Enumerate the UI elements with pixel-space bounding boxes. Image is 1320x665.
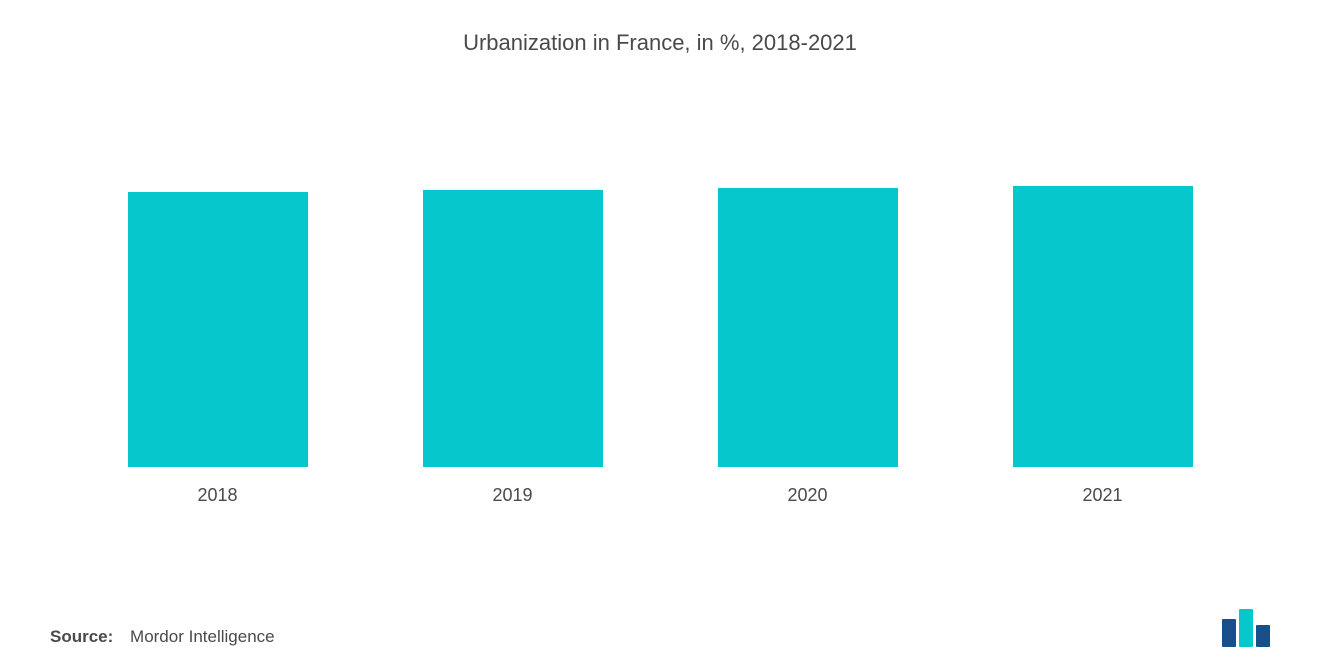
source-text: Source: Mordor Intelligence: [50, 627, 275, 647]
source-row: Source: Mordor Intelligence: [50, 609, 1270, 647]
bars-row: 2018 2019 2020 2021: [50, 76, 1270, 506]
bar-2021: [1013, 186, 1193, 467]
logo-bar-1: [1222, 619, 1236, 647]
logo-bar-3: [1256, 625, 1270, 647]
chart-container: Urbanization in France, in %, 2018-2021 …: [0, 0, 1320, 665]
bar-2019: [423, 190, 603, 467]
mordor-logo-icon: [1222, 609, 1270, 647]
bar-column: 2018: [70, 76, 365, 506]
bar-2018: [128, 192, 308, 467]
logo-bar-2: [1239, 609, 1253, 647]
bar-label: 2019: [492, 485, 532, 506]
chart-area: 2018 2019 2020 2021: [50, 76, 1270, 546]
chart-title: Urbanization in France, in %, 2018-2021: [50, 30, 1270, 56]
bar-column: 2020: [660, 76, 955, 506]
source-label: Source:: [50, 627, 113, 646]
bar-label: 2021: [1082, 485, 1122, 506]
source-value: Mordor Intelligence: [130, 627, 275, 646]
bar-column: 2021: [955, 76, 1250, 506]
bar-column: 2019: [365, 76, 660, 506]
bar-label: 2020: [787, 485, 827, 506]
bar-2020: [718, 188, 898, 467]
bar-label: 2018: [197, 485, 237, 506]
